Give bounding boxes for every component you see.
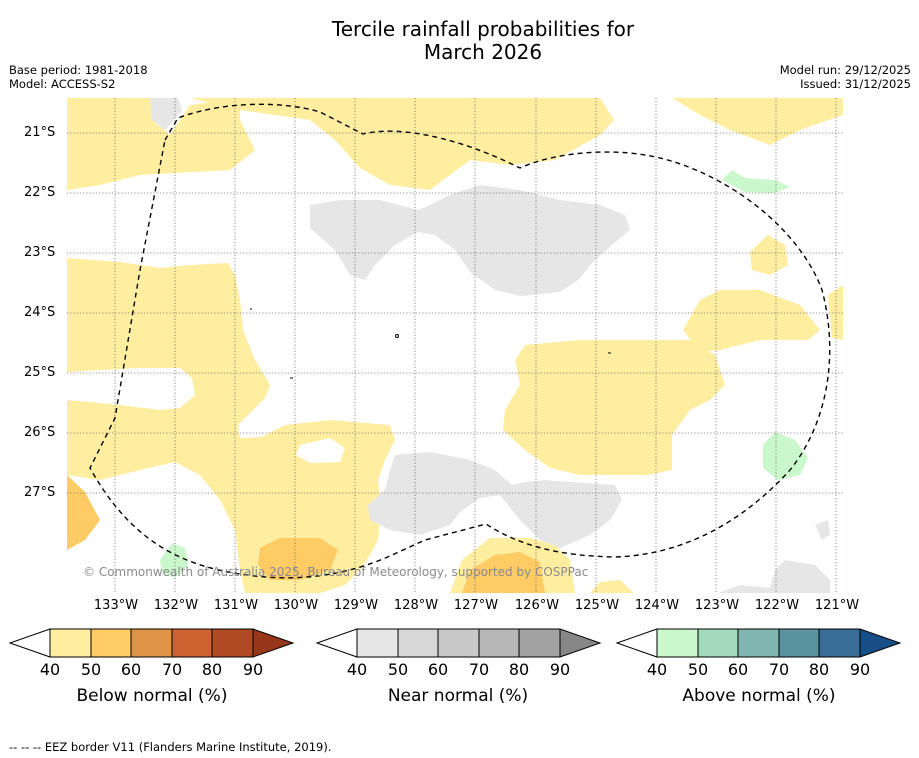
meta-right: Model run: 29/12/2025 Issued: 31/12/2025	[780, 63, 911, 91]
cb-swatch	[91, 629, 131, 657]
cb-tick: 40	[39, 660, 61, 679]
near-normal-colorbar	[315, 628, 602, 658]
lon-label: 131°W	[213, 598, 259, 613]
lon-label: 132°W	[153, 598, 199, 613]
cb-tick: 80	[201, 660, 223, 679]
above-normal-colorbar	[615, 628, 902, 658]
near-normal-label: Near normal (%)	[387, 686, 529, 706]
eez-footer-note: -- -- -- EEZ border V11 (Flanders Marine…	[9, 740, 332, 754]
lon-label: 126°W	[514, 598, 560, 613]
lat-label: 22°S	[24, 185, 56, 200]
issued-date: Issued: 31/12/2025	[800, 77, 911, 91]
lat-label: 25°S	[24, 365, 56, 380]
map-title: Tercile rainfall probabilities for March…	[0, 18, 919, 64]
cb-under-arrow	[615, 628, 658, 658]
lat-label: 27°S	[24, 485, 56, 500]
cb-tick: 60	[427, 660, 449, 679]
cb-over-arrow	[253, 629, 293, 657]
meta-left: Base period: 1981-2018 Model: ACCESS-S2	[9, 63, 148, 91]
cb-under-arrow	[8, 628, 51, 658]
cb-over-arrow	[860, 629, 900, 657]
cb-swatch	[819, 629, 860, 657]
cb-over-arrow	[560, 629, 600, 657]
cb-swatch	[479, 629, 519, 657]
cb-tick: 90	[849, 660, 871, 679]
model-name: Model: ACCESS-S2	[9, 77, 116, 91]
cb-tick: 50	[387, 660, 409, 679]
base-period: Base period: 1981-2018	[9, 63, 148, 77]
below-normal-label: Below normal (%)	[76, 686, 228, 706]
cb-tick: 70	[468, 660, 490, 679]
cb-tick: 80	[508, 660, 530, 679]
above-normal-label: Above normal (%)	[682, 686, 836, 706]
cb-swatch	[657, 629, 698, 657]
cb-tick: 50	[80, 660, 102, 679]
above-normal-40-50-regions	[160, 170, 808, 578]
cb-tick: 70	[768, 660, 790, 679]
cb-tick: 60	[120, 660, 142, 679]
cb-swatch	[131, 629, 172, 657]
copyright-text: © Commonwealth of Australia 2025, Bureau…	[83, 565, 589, 579]
cb-swatch	[519, 629, 560, 657]
lon-label: 125°W	[574, 598, 620, 613]
cb-swatch	[50, 629, 91, 657]
cb-tick: 40	[346, 660, 368, 679]
lat-label: 21°S	[24, 125, 56, 140]
cb-swatch	[738, 629, 779, 657]
cb-under-arrow	[315, 628, 358, 658]
lat-label: 24°S	[24, 305, 56, 320]
cb-swatch	[779, 629, 819, 657]
below-normal-50-60-regions	[67, 475, 545, 593]
model-run: Model run: 29/12/2025	[779, 63, 911, 77]
lon-label: 133°W	[93, 598, 139, 613]
lon-label: 128°W	[393, 598, 439, 613]
probability-map	[67, 98, 843, 593]
lon-label: 122°W	[754, 598, 800, 613]
lon-label: 129°W	[333, 598, 379, 613]
title-line-1: Tercile rainfall probabilities for	[331, 17, 635, 41]
lat-label: 26°S	[24, 425, 56, 440]
lat-label: 23°S	[24, 245, 56, 260]
lon-label: 127°W	[453, 598, 499, 613]
cb-swatch	[172, 629, 212, 657]
cb-tick: 80	[808, 660, 830, 679]
contour-specks	[250, 308, 611, 379]
cb-tick: 50	[687, 660, 709, 679]
cb-swatch	[438, 629, 479, 657]
title-line-2: March 2026	[423, 40, 543, 64]
gridlines	[67, 98, 843, 593]
cb-swatch	[398, 629, 438, 657]
eez-border	[89, 103, 831, 579]
cb-tick: 70	[161, 660, 183, 679]
near-normal-40-50-regions	[150, 98, 830, 593]
below-normal-40-50-regions	[67, 98, 843, 593]
cb-swatch	[698, 629, 738, 657]
cb-swatch	[357, 629, 398, 657]
cb-tick: 90	[549, 660, 571, 679]
lon-label: 124°W	[634, 598, 680, 613]
lon-label: 123°W	[694, 598, 740, 613]
cb-swatch	[212, 629, 253, 657]
cb-tick: 90	[242, 660, 264, 679]
below-normal-colorbar	[8, 628, 295, 658]
lon-label: 121°W	[814, 598, 860, 613]
cb-tick: 40	[646, 660, 668, 679]
lon-label: 130°W	[273, 598, 319, 613]
cb-tick: 60	[727, 660, 749, 679]
